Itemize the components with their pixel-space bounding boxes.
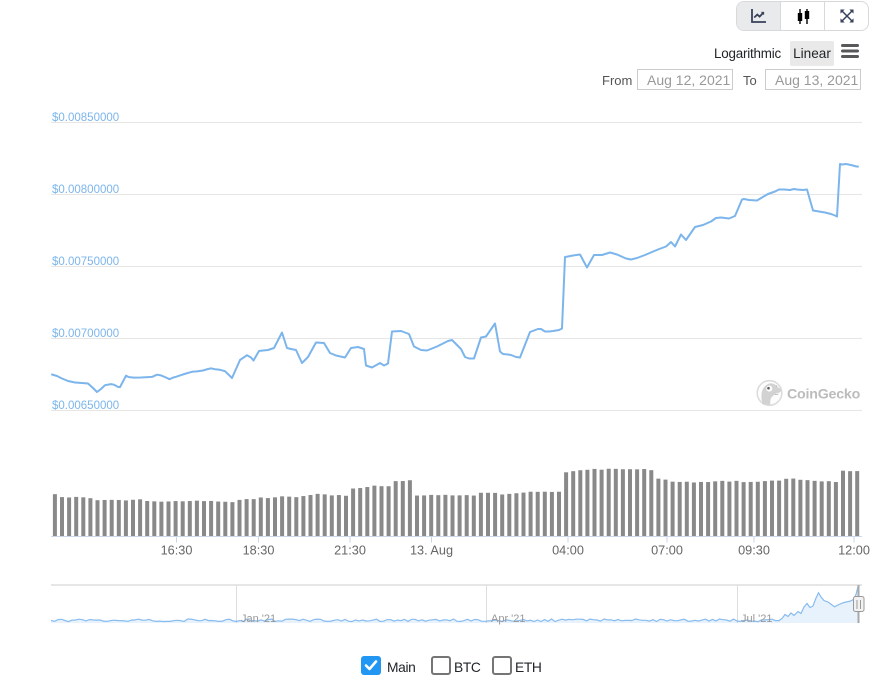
svg-text:09:30: 09:30 (738, 544, 770, 558)
svg-text:07:00: 07:00 (651, 544, 683, 558)
svg-text:13. Aug: 13. Aug (410, 544, 453, 558)
svg-text:Apr '21: Apr '21 (491, 613, 526, 625)
svg-text:CoinGecko: CoinGecko (787, 387, 861, 403)
svg-text:Jul '21: Jul '21 (741, 613, 772, 625)
svg-text:16:30: 16:30 (161, 544, 193, 558)
svg-text:21:30: 21:30 (334, 544, 366, 558)
svg-text:$0.00700000: $0.00700000 (52, 328, 119, 340)
svg-text:$0.00650000: $0.00650000 (52, 400, 119, 412)
svg-text:$0.00850000: $0.00850000 (52, 112, 119, 124)
svg-text:12:00: 12:00 (838, 544, 870, 558)
svg-text:$0.00750000: $0.00750000 (52, 256, 119, 268)
svg-text:Jan '21: Jan '21 (241, 613, 276, 625)
svg-text:04:00: 04:00 (552, 544, 584, 558)
svg-text:$0.00800000: $0.00800000 (52, 184, 119, 196)
svg-text:18:30: 18:30 (243, 544, 275, 558)
